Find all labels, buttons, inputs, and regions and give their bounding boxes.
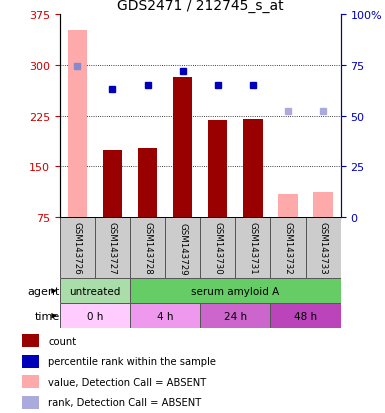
Text: GSM143731: GSM143731 (248, 222, 258, 275)
Text: 48 h: 48 h (294, 311, 317, 321)
Bar (138, 148, 157, 218)
Text: GSM143728: GSM143728 (143, 222, 152, 275)
Bar (243, 120, 263, 218)
FancyBboxPatch shape (165, 218, 200, 279)
FancyBboxPatch shape (60, 218, 95, 279)
FancyBboxPatch shape (60, 304, 130, 328)
FancyBboxPatch shape (130, 218, 165, 279)
Bar (313, 193, 333, 218)
FancyBboxPatch shape (60, 279, 130, 304)
Bar (22, 355, 39, 368)
Text: GSM143733: GSM143733 (319, 222, 328, 275)
Text: 0 h: 0 h (87, 311, 103, 321)
Text: GSM143732: GSM143732 (283, 222, 293, 275)
Text: GSM143729: GSM143729 (178, 222, 187, 275)
Text: untreated: untreated (69, 286, 121, 296)
FancyBboxPatch shape (130, 304, 200, 328)
FancyBboxPatch shape (306, 218, 341, 279)
Text: GSM143730: GSM143730 (213, 222, 222, 275)
Bar (22, 396, 39, 409)
Text: 4 h: 4 h (157, 311, 173, 321)
Bar (208, 121, 228, 218)
Bar (103, 150, 122, 218)
Text: GSM143727: GSM143727 (108, 222, 117, 275)
Text: value, Detection Call = ABSENT: value, Detection Call = ABSENT (49, 377, 207, 387)
FancyBboxPatch shape (270, 304, 341, 328)
Text: GSM143726: GSM143726 (73, 222, 82, 275)
FancyBboxPatch shape (200, 218, 235, 279)
Bar (278, 194, 298, 218)
Bar (173, 77, 192, 218)
Bar (68, 31, 87, 218)
Bar (22, 375, 39, 388)
Title: GDS2471 / 212745_s_at: GDS2471 / 212745_s_at (117, 0, 283, 13)
Text: agent: agent (27, 286, 60, 296)
FancyBboxPatch shape (270, 218, 306, 279)
Text: percentile rank within the sample: percentile rank within the sample (49, 356, 216, 366)
FancyBboxPatch shape (235, 218, 270, 279)
FancyBboxPatch shape (95, 218, 130, 279)
FancyBboxPatch shape (130, 279, 341, 304)
Text: 24 h: 24 h (224, 311, 247, 321)
Text: count: count (49, 336, 77, 346)
Bar (22, 335, 39, 347)
Text: serum amyloid A: serum amyloid A (191, 286, 280, 296)
Text: rank, Detection Call = ABSENT: rank, Detection Call = ABSENT (49, 397, 202, 408)
FancyBboxPatch shape (200, 304, 270, 328)
Text: time: time (34, 311, 60, 321)
